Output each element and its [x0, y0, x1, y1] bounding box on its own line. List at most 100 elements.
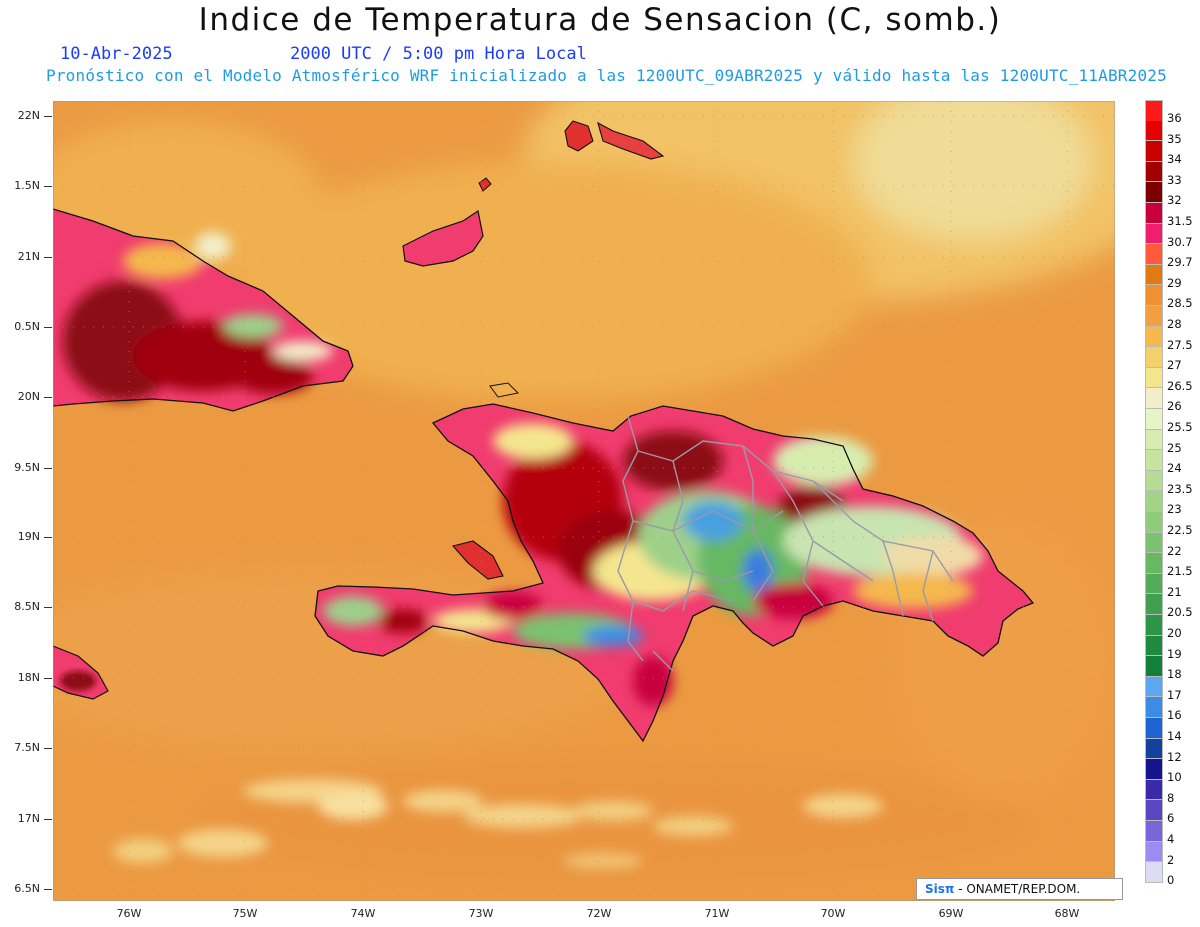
colorbar-swatch: [1145, 120, 1163, 142]
colorbar-label: 33: [1167, 172, 1182, 187]
colorbar-swatch: [1145, 161, 1163, 183]
map-title: Indice de Temperatura de Sensacion (C, s…: [198, 2, 1002, 38]
colorbar-label: 27: [1167, 358, 1182, 373]
lon-label: 73W: [468, 907, 494, 920]
colorbar-label: 28: [1167, 317, 1182, 331]
credit-text: - ONAMET/REP.DOM.: [954, 882, 1081, 896]
colorbar-label: 29: [1167, 275, 1182, 290]
colorbar-label: 8: [1167, 790, 1175, 805]
colorbar-label: 0: [1167, 873, 1175, 888]
lat-label: 17N: [17, 812, 40, 825]
lon-label: 74W: [350, 907, 376, 920]
colorbar-swatch: [1145, 203, 1163, 224]
colorbar-label: 25.5: [1167, 420, 1193, 434]
colorbar-label: 28.5: [1167, 296, 1193, 311]
jamaica-landmass: [53, 645, 109, 700]
lat-label: 6.5N: [14, 882, 40, 895]
lat-tick: [44, 607, 52, 608]
colorbar-swatch: [1145, 306, 1163, 327]
colorbar-label: 32: [1167, 193, 1182, 208]
colorbar-swatch: [1145, 470, 1163, 492]
colorbar-label: 26.5: [1167, 378, 1193, 393]
colorbar-swatch: [1145, 388, 1163, 409]
lat-label: 8.5N: [14, 600, 40, 613]
colorbar-swatch: [1145, 429, 1163, 451]
colorbar-swatch: [1145, 779, 1163, 801]
cuba-landmass: [53, 208, 354, 412]
colorbar-label: 14: [1167, 729, 1182, 743]
heat-index-map[interactable]: [53, 101, 1115, 901]
lat-label: 20N: [17, 390, 40, 403]
colorbar-swatch: [1145, 738, 1163, 760]
lat-tick: [44, 819, 52, 820]
colorbar-swatch: [1145, 594, 1163, 615]
colorbar-label: 16: [1167, 708, 1182, 723]
colorbar-label: 20.5: [1167, 605, 1193, 620]
colorbar-swatch: [1145, 326, 1163, 348]
colorbar-swatch: [1145, 141, 1163, 162]
colorbar-swatch: [1145, 347, 1163, 368]
colorbar-label: 19: [1167, 646, 1182, 661]
lat-tick: [44, 889, 52, 890]
colorbar-label: 18: [1167, 667, 1182, 682]
colorbar-swatch: [1145, 821, 1163, 842]
colorbar-label: 6: [1167, 811, 1175, 826]
lon-label: 68W: [1054, 907, 1080, 920]
lat-tick: [44, 397, 52, 398]
model-subtitle: Pronóstico con el Modelo Atmosférico WRF…: [46, 66, 1167, 85]
colorbar-swatch: [1145, 759, 1163, 780]
lat-label: 7.5N: [14, 741, 40, 754]
lat-tick: [44, 678, 52, 679]
colorbar-swatch: [1145, 223, 1163, 245]
colorbar-label: 26: [1167, 399, 1182, 414]
colorbar-label: 22: [1167, 543, 1182, 558]
colorbar-label: 21.5: [1167, 564, 1193, 579]
lon-label: 71W: [704, 907, 730, 920]
colorbar-swatch: [1145, 697, 1163, 718]
colorbar-label: 17: [1167, 687, 1182, 702]
credit-box: Sisπ - ONAMET/REP.DOM.: [916, 878, 1123, 900]
lat-tick: [44, 537, 52, 538]
lat-tick: [44, 257, 52, 258]
colorbar-label: 12: [1167, 749, 1182, 764]
colorbar-swatch: [1145, 573, 1163, 595]
lat-label: 22N: [17, 109, 40, 122]
colorbar-label: 10: [1167, 770, 1182, 785]
colorbar-label: 22.5: [1167, 523, 1193, 537]
colorbar-swatch: [1145, 491, 1163, 512]
colorbar-label: 21: [1167, 584, 1182, 599]
colorbar-swatch: [1145, 264, 1163, 286]
colorbar-swatch: [1145, 656, 1163, 677]
lat-tick: [44, 748, 52, 749]
colorbar-label: 2: [1167, 852, 1175, 867]
lat-label: 19N: [17, 530, 40, 543]
colorbar-label: 31.5: [1167, 214, 1193, 228]
colorbar-swatch: [1145, 718, 1163, 739]
colorbar-swatch: [1145, 532, 1163, 554]
hispaniola-landmass: [314, 403, 1035, 743]
lon-label: 75W: [232, 907, 258, 920]
colorbar-swatch: [1145, 862, 1163, 883]
lon-label: 76W: [116, 907, 142, 920]
colorbar-label: 20: [1167, 626, 1182, 640]
colorbar-swatch: [1145, 367, 1163, 389]
colorbar-label: 4: [1167, 832, 1175, 846]
lon-label: 69W: [938, 907, 964, 920]
colorbar-label: 24: [1167, 461, 1182, 476]
lat-label: 1.5N: [14, 179, 40, 192]
colorbar-label: 30.7: [1167, 234, 1193, 249]
colorbar-label: 34: [1167, 152, 1182, 167]
colorbar-swatch: [1145, 100, 1163, 122]
colorbar-swatch: [1145, 615, 1163, 636]
forecast-time: 2000 UTC / 5:00 pm Hora Local: [290, 44, 587, 64]
lat-tick: [44, 468, 52, 469]
colorbar-label: 25: [1167, 440, 1182, 455]
colorbar-swatch: [1145, 409, 1163, 430]
colorbar-label: 27.5: [1167, 337, 1193, 352]
colorbar-swatch: [1145, 450, 1163, 471]
colorbar-label: 29.7: [1167, 255, 1193, 270]
lon-label: 72W: [586, 907, 612, 920]
graticule: [53, 101, 1115, 901]
colorbar-label: 36: [1167, 111, 1182, 125]
colorbar-swatch: [1145, 244, 1163, 265]
